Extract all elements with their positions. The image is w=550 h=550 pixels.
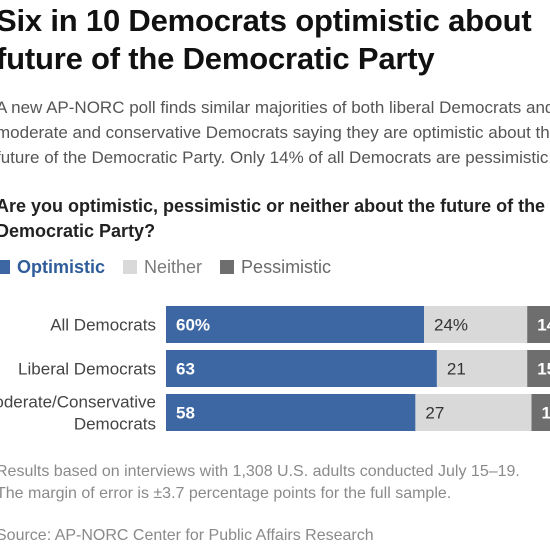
data-label-neither-all-democrats: 24% xyxy=(434,316,468,335)
bar-neither-moderate-conservative-democrats xyxy=(415,394,532,431)
chart-title: Six in 10 Democrats optimistic about fut… xyxy=(0,2,532,78)
data-label-optimistic-moderate-conservative-democrats: 58 xyxy=(176,404,195,423)
bar-pessimistic-liberal-democrats xyxy=(527,350,550,387)
legend-swatch-optimistic xyxy=(0,260,10,274)
data-label-neither-liberal-democrats: 21 xyxy=(447,360,466,379)
data-label-neither-moderate-conservative-democrats: 27 xyxy=(425,404,444,423)
legend-item-neither: Neither xyxy=(123,256,202,278)
data-label-pessimistic-moderate-conservative-democrats: 14 xyxy=(542,404,550,423)
subtitle-line-2: moderate and conservative Democrats sayi… xyxy=(0,123,550,142)
legend-swatch-pessimistic xyxy=(220,260,235,274)
chart-legend: Optimistic Neither Pessimistic xyxy=(0,256,349,278)
stacked-bar-chart: All Democrats 60% 24% 14% Liberal Democrats 6… xyxy=(0,306,550,434)
bar-optimistic-moderate-conservative-democrats xyxy=(166,394,416,431)
note-line-2: The margin of error is ±3.7 percentage p… xyxy=(0,485,452,502)
bar-pessimistic-all-democrats xyxy=(527,306,550,343)
question-line-1: Are you optimistic, pessimistic or neith… xyxy=(0,196,546,216)
bar-optimistic-liberal-democrats xyxy=(166,350,437,387)
title-line-1: Six in 10 Democrats optimistic about xyxy=(0,3,532,38)
legend-label-optimistic: Optimistic xyxy=(17,257,106,277)
survey-question: Are you optimistic, pessimistic or neith… xyxy=(0,194,545,244)
data-label-pessimistic-liberal-democrats: 15 xyxy=(537,360,550,379)
data-label-optimistic-all-democrats: 60% xyxy=(176,316,210,335)
data-label-optimistic-liberal-democrats: 63 xyxy=(176,360,195,379)
category-label-all-democrats: All Democrats xyxy=(50,316,156,335)
methodology-note: Results based on interviews with 1,308 U… xyxy=(0,461,520,505)
bar-neither-all-democrats xyxy=(424,306,528,343)
source-note: Source: AP-NORC Center for Public Affair… xyxy=(0,527,374,544)
legend-item-pessimistic: Pessimistic xyxy=(220,256,331,278)
data-label-pessimistic-all-democrats: 14% xyxy=(537,316,550,335)
chart-subtitle: A new AP-NORC poll finds similar majorit… xyxy=(0,95,550,170)
question-line-2: Democratic Party? xyxy=(0,221,156,241)
bar-pessimistic-moderate-conservative-democrats xyxy=(531,394,550,431)
category-label-liberal-democrats: Liberal Democrats xyxy=(18,360,156,379)
bar-optimistic-all-democrats xyxy=(166,306,424,343)
bar-neither-liberal-democrats xyxy=(436,350,528,387)
note-line-1: Results based on interviews with 1,308 U… xyxy=(0,463,520,480)
subtitle-line-1: A new AP-NORC poll finds similar majorit… xyxy=(0,98,550,117)
legend-swatch-neither xyxy=(123,260,138,274)
legend-label-pessimistic: Pessimistic xyxy=(241,257,332,277)
legend-label-neither: Neither xyxy=(144,257,203,277)
legend-item-optimistic: Optimistic xyxy=(0,256,105,278)
subtitle-line-3: future of the Democratic Party. Only 14%… xyxy=(0,148,550,167)
title-line-2: future of the Democratic Party xyxy=(0,41,435,76)
